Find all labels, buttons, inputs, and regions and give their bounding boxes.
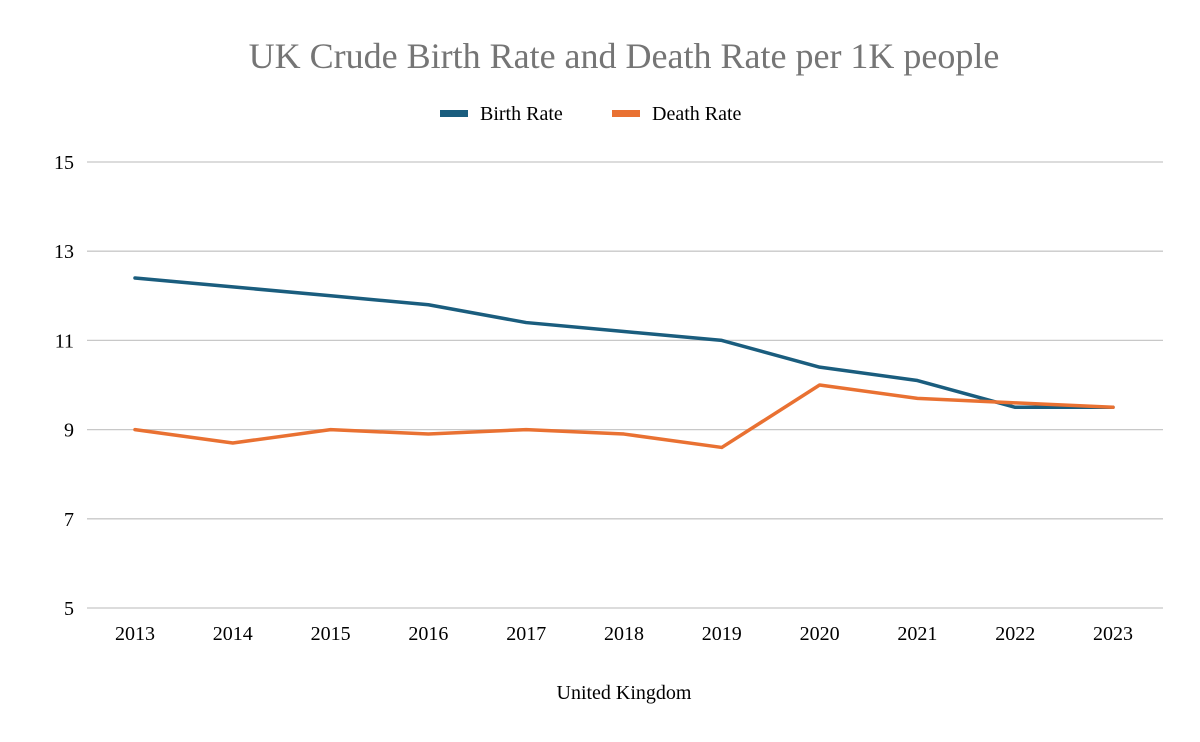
legend-swatch	[440, 110, 468, 117]
legend-label: Birth Rate	[480, 103, 563, 125]
x-tick-label: 2022	[995, 623, 1035, 645]
y-axis: 5 7 9 11 13 15	[54, 152, 74, 620]
x-tick-label: 2018	[604, 623, 644, 645]
chart-title: UK Crude Birth Rate and Death Rate per 1…	[249, 36, 1000, 76]
x-tick-label: 2023	[1093, 623, 1133, 645]
x-tick-label: 2017	[506, 623, 546, 645]
x-tick-label: 2020	[800, 623, 840, 645]
y-tick-label: 11	[55, 330, 74, 352]
x-axis-label: United Kingdom	[557, 682, 692, 704]
series-lines	[133, 276, 1115, 450]
legend-item: Birth Rate	[440, 103, 563, 125]
x-tick-label: 2015	[311, 623, 351, 645]
legend: Birth Rate Death Rate	[440, 103, 742, 125]
x-tick-label: 2021	[897, 623, 937, 645]
x-axis: 2013 2014 2015 2016 2017 2018 2019 2020 2021 2022…	[115, 623, 1133, 645]
legend-item: Death Rate	[612, 103, 742, 125]
series-line-birth-rate	[133, 276, 1115, 410]
x-tick-label: 2016	[408, 623, 448, 645]
y-tick-label: 7	[64, 509, 74, 531]
gridlines	[87, 161, 1163, 609]
legend-label: Death Rate	[652, 103, 742, 125]
x-tick-label: 2019	[702, 623, 742, 645]
y-tick-label: 9	[64, 420, 74, 442]
legend-swatch	[612, 110, 640, 117]
x-tick-label: 2013	[115, 623, 155, 645]
y-tick-label: 13	[54, 241, 74, 263]
y-tick-label: 15	[54, 152, 74, 174]
x-tick-label: 2014	[213, 623, 253, 645]
y-tick-label: 5	[64, 598, 74, 620]
